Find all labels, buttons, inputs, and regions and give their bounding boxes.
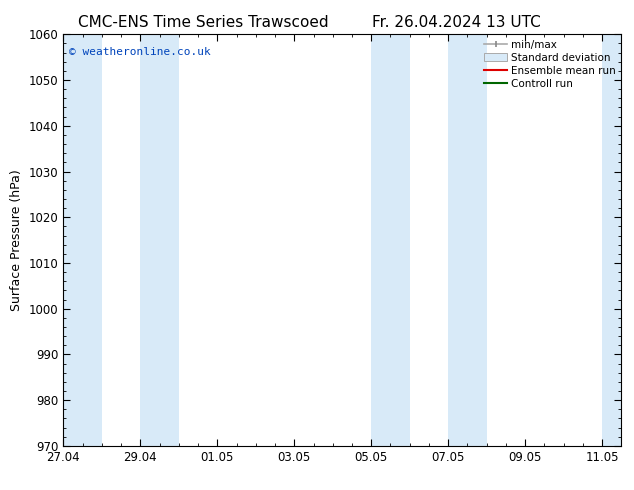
Text: CMC-ENS Time Series Trawscoed: CMC-ENS Time Series Trawscoed <box>77 15 328 30</box>
Legend: min/max, Standard deviation, Ensemble mean run, Controll run: min/max, Standard deviation, Ensemble me… <box>484 40 616 89</box>
Bar <box>602 34 634 446</box>
Bar <box>372 34 410 446</box>
Y-axis label: Surface Pressure (hPa): Surface Pressure (hPa) <box>10 169 23 311</box>
Text: © weatheronline.co.uk: © weatheronline.co.uk <box>69 47 210 57</box>
Bar <box>63 34 102 446</box>
Text: Fr. 26.04.2024 13 UTC: Fr. 26.04.2024 13 UTC <box>372 15 541 30</box>
Bar <box>140 34 179 446</box>
Bar <box>448 34 487 446</box>
